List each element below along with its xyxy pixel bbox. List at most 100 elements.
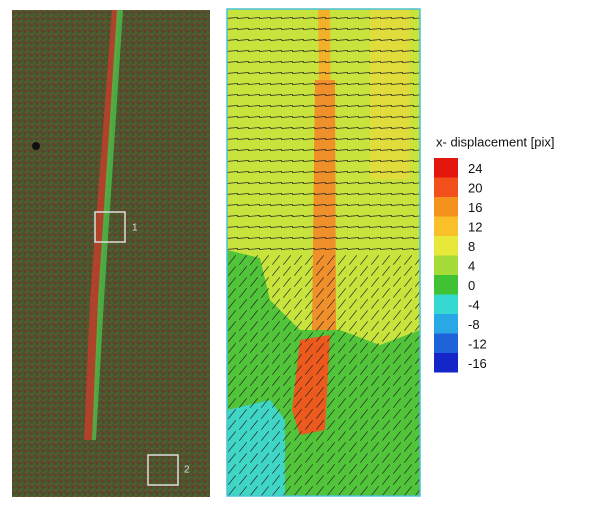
vector-arrow (280, 193, 294, 195)
vector-arrow (291, 61, 305, 63)
vector-arrow (370, 376, 380, 386)
vector-arrow (249, 387, 259, 397)
vector-arrow (326, 343, 336, 353)
vector-arrow (403, 321, 413, 331)
vector-arrow (293, 442, 303, 452)
vector-arrow (293, 266, 303, 276)
vector-arrow (271, 409, 281, 419)
vector-arrow (346, 248, 360, 250)
vector-arrow (304, 266, 314, 276)
vector-arrow (381, 442, 391, 452)
vector-arrow (282, 464, 292, 474)
vector-arrow (392, 321, 402, 331)
vector-arrow (302, 138, 316, 140)
vector-arrow (403, 453, 413, 463)
vector-arrow (258, 83, 272, 85)
vector-arrow (227, 453, 237, 463)
vector-arrow (293, 310, 303, 320)
vector-arrow (401, 160, 415, 162)
vector-arrow (357, 127, 371, 129)
vector-arrow (346, 138, 360, 140)
vector-arrow (359, 277, 369, 287)
vector-arrow (280, 94, 294, 96)
vector-arrow (304, 277, 314, 287)
vector-arrow (348, 453, 358, 463)
vector-arrow (337, 442, 347, 452)
vector-arrow (258, 149, 272, 151)
vector-arrow (271, 431, 281, 441)
vector-arrow (238, 409, 248, 419)
vector-arrow (280, 215, 294, 217)
vector-arrow (392, 409, 402, 419)
vector-arrow (392, 277, 402, 287)
vector-arrow (315, 420, 325, 430)
vector-arrow (326, 288, 336, 298)
vector-arrow (249, 288, 259, 298)
vector-arrow (260, 266, 270, 276)
vector-arrow (315, 365, 325, 375)
vector-arrow (412, 83, 420, 85)
vector-arrow (238, 398, 248, 408)
vector-arrow (359, 387, 369, 397)
vector-arrow (302, 226, 316, 228)
vector-arrow (238, 266, 248, 276)
vector-arrow (293, 420, 303, 430)
vector-arrow (414, 456, 420, 463)
vector-arrow (381, 321, 391, 331)
vector-arrow (324, 237, 338, 239)
vector-arrow (414, 467, 420, 474)
vector-arrow (271, 321, 281, 331)
vector-arrow (348, 486, 358, 496)
vector-arrow (335, 50, 349, 52)
vector-arrow (346, 215, 360, 217)
vector-arrow (269, 72, 283, 74)
vector-arrow (324, 204, 338, 206)
vector-arrow (258, 28, 272, 30)
vector-arrow (302, 193, 316, 195)
vector-arrow (379, 61, 393, 63)
vector-arrow (401, 61, 415, 63)
vector-arrow (348, 288, 358, 298)
vector-arrow (249, 255, 259, 265)
vector-arrow (269, 94, 283, 96)
vector-arrow (348, 431, 358, 441)
vector-arrow (370, 486, 380, 496)
vector-arrow (227, 299, 237, 309)
vector-arrow (227, 94, 239, 96)
vector-arrow (381, 475, 391, 485)
vector-arrow (390, 61, 404, 63)
vector-arrow (291, 237, 305, 239)
vector-arrow (227, 226, 239, 228)
vector-arrow (227, 310, 237, 320)
vector-arrow (370, 277, 380, 287)
vector-arrow (357, 50, 371, 52)
vector-arrow (249, 409, 259, 419)
vector-arrow (282, 354, 292, 364)
vector-arrow (359, 486, 369, 496)
vector-arrow (401, 72, 415, 74)
vector-arrow (412, 226, 420, 228)
vector-arrow (271, 310, 281, 320)
vector-arrow (326, 277, 336, 287)
vector-arrow (269, 39, 283, 41)
vector-arrow (247, 105, 261, 107)
vector-arrow (291, 171, 305, 173)
vector-arrow (403, 387, 413, 397)
colorbar-tick-label: 20 (468, 181, 482, 196)
vector-arrow (313, 61, 327, 63)
vector-arrow (335, 127, 349, 129)
marker-label: 1 (132, 223, 138, 234)
vector-arrow (249, 464, 259, 474)
vector-arrow (337, 321, 347, 331)
vector-arrow (401, 215, 415, 217)
vector-arrow (324, 171, 338, 173)
colorbar-swatch (434, 158, 458, 178)
vector-arrow (302, 83, 316, 85)
vector-arrow (381, 332, 391, 342)
vector-arrow (412, 160, 420, 162)
vector-arrow (227, 17, 239, 19)
vector-arrow (379, 149, 393, 151)
vector-arrow (390, 116, 404, 118)
vector-arrow (337, 343, 347, 353)
vector-arrow (293, 288, 303, 298)
